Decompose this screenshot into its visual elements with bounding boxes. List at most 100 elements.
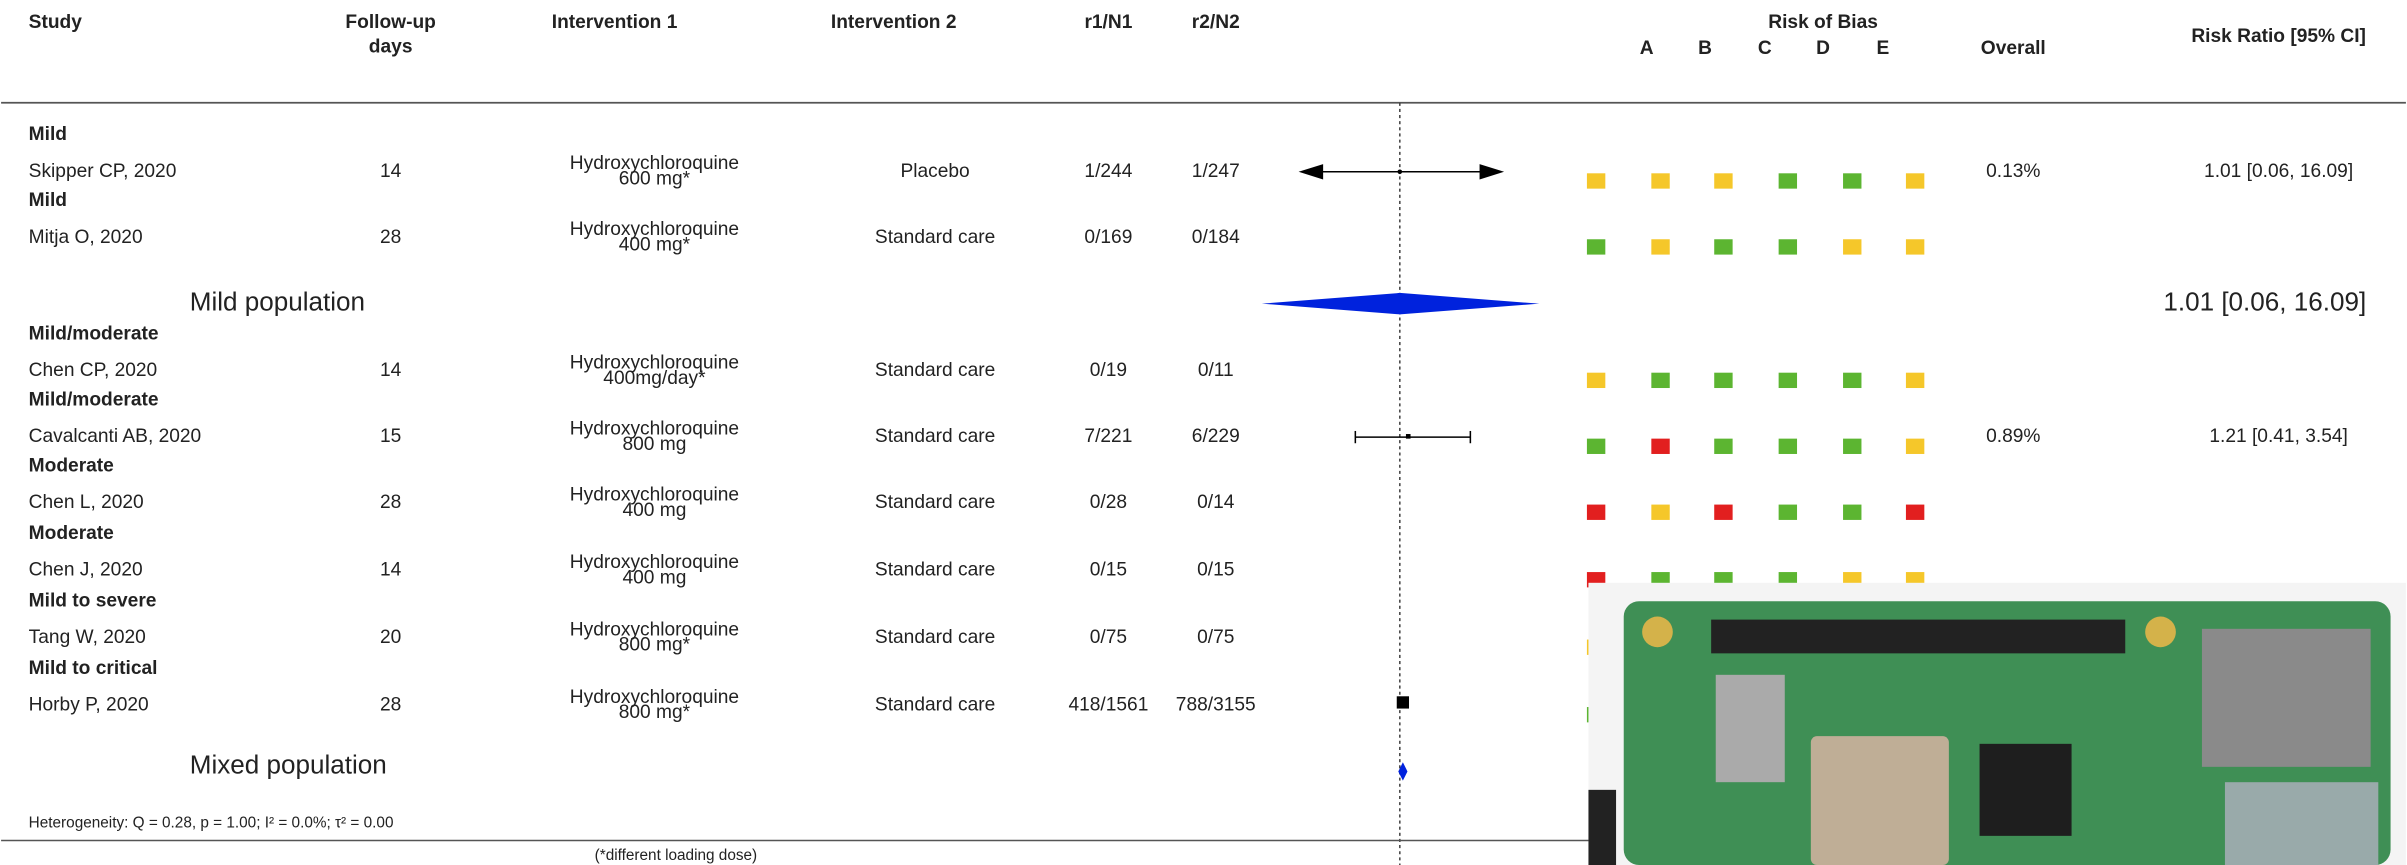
r2n2: 6/229 xyxy=(1192,426,1240,447)
bias-square xyxy=(1651,438,1670,454)
study: Horby P, 2020 xyxy=(29,695,149,716)
bias-square xyxy=(1905,239,1925,255)
bias-square xyxy=(1778,239,1798,255)
bias-square xyxy=(1778,504,1798,520)
intervention1-dose: 800 mg xyxy=(622,434,686,455)
bias-square xyxy=(1843,438,1862,454)
col-followup: days xyxy=(369,37,413,58)
intervention2: Standard care xyxy=(875,426,995,447)
bias-square xyxy=(1905,438,1925,454)
study: Mitja O, 2020 xyxy=(29,227,143,248)
usb xyxy=(2224,782,2379,865)
bias-square xyxy=(1778,372,1798,389)
col-r2: r2/N2 xyxy=(1192,12,1240,33)
connector xyxy=(1715,674,1785,783)
soc xyxy=(1810,736,1949,865)
bias-square xyxy=(1778,173,1798,189)
hole xyxy=(1642,616,1673,648)
r1n1: 0/19 xyxy=(1090,360,1127,381)
forest-marks xyxy=(1261,164,1540,781)
intervention1: Hydroxychloroquine xyxy=(570,353,739,374)
r1n1: 0/28 xyxy=(1090,492,1127,513)
intervention2: Standard care xyxy=(875,695,995,716)
r2n2: 0/14 xyxy=(1197,492,1235,513)
intervention1: Hydroxychloroquine xyxy=(570,484,739,505)
intervention2: Standard care xyxy=(875,560,995,581)
intervention1-dose: 400 mg* xyxy=(619,234,691,255)
group-label: Mild xyxy=(29,190,67,211)
group-label: Moderate xyxy=(29,523,114,544)
subtotal-rr: 1.01 [0.06, 16.09] xyxy=(2163,287,2366,317)
header: Study Follow-up days Intervention 1 Inte… xyxy=(29,12,2366,59)
subtotal-label: Mixed population xyxy=(190,750,387,780)
col-int2: Intervention 2 xyxy=(831,12,957,33)
col-r1: r1/N1 xyxy=(1084,12,1132,33)
group-label: Mild/moderate xyxy=(29,389,159,410)
group-label: Mild xyxy=(29,124,67,145)
bias-square xyxy=(1651,173,1670,189)
days: 15 xyxy=(380,426,401,447)
study: Chen J, 2020 xyxy=(29,560,143,581)
col-rob: Risk of Bias xyxy=(1768,12,1878,33)
bias-square xyxy=(1905,504,1925,520)
edge xyxy=(1588,789,1617,865)
intervention1: Hydroxychloroquine xyxy=(570,418,739,439)
bias-square xyxy=(1586,504,1606,520)
r1n1: 418/1561 xyxy=(1068,695,1148,716)
study: Chen L, 2020 xyxy=(29,492,144,513)
intervention2: Standard care xyxy=(875,492,995,513)
ethernet xyxy=(2201,628,2371,767)
bias-square xyxy=(1586,173,1606,189)
bias-square xyxy=(1843,239,1862,255)
intervention2: Standard care xyxy=(875,227,995,248)
bias-square xyxy=(1714,173,1733,189)
days: 14 xyxy=(380,360,402,381)
study: Tang W, 2020 xyxy=(29,627,146,648)
col-study: Study xyxy=(29,12,83,33)
col-int1: Intervention 1 xyxy=(552,12,678,33)
domain-label: C xyxy=(1758,38,1772,59)
study: Skipper CP, 2020 xyxy=(29,161,177,182)
domain-label: A xyxy=(1640,38,1654,59)
r1n1: 7/221 xyxy=(1084,426,1132,447)
domain-label: B xyxy=(1698,38,1712,59)
intervention1-dose: 800 mg* xyxy=(619,635,691,656)
domain-label: D xyxy=(1816,38,1830,59)
intervention2: Standard care xyxy=(875,627,995,648)
r2n2: 0/75 xyxy=(1197,627,1234,648)
weight: 0.89% xyxy=(1986,426,2040,447)
bias-square xyxy=(1586,438,1606,454)
footnote: (*different loading dose) xyxy=(595,847,757,864)
summary-diamond xyxy=(1261,292,1540,315)
intervention2: Standard care xyxy=(875,360,995,381)
heterogeneity: Heterogeneity: Q = 0.28, p = 1.00; I² = … xyxy=(29,815,394,832)
bias-square xyxy=(1586,239,1606,255)
intervention1-dose: 600 mg* xyxy=(619,169,691,190)
r2n2: 0/11 xyxy=(1198,360,1234,381)
bias-square xyxy=(1651,372,1670,389)
risk-ratio: 1.21 [0.41, 3.54] xyxy=(2209,426,2347,447)
study: Chen CP, 2020 xyxy=(29,360,158,381)
intervention1-dose: 800 mg* xyxy=(619,702,691,723)
r2n2: 0/184 xyxy=(1192,227,1240,248)
bias-square xyxy=(1586,372,1606,389)
days: 14 xyxy=(380,161,402,182)
days: 14 xyxy=(380,560,402,581)
group-label: Moderate xyxy=(29,455,114,476)
risk-ratio: 1.01 [0.06, 16.09] xyxy=(2204,161,2353,182)
bias-square xyxy=(1843,372,1862,389)
study: Cavalcanti AB, 2020 xyxy=(29,426,202,447)
ram xyxy=(1979,743,2072,836)
group-label: Mild/moderate xyxy=(29,323,159,344)
intervention1: Hydroxychloroquine xyxy=(570,687,739,708)
bias-square xyxy=(1651,504,1670,520)
bias-square xyxy=(1843,173,1862,189)
col-overall: Overall xyxy=(1981,38,2046,59)
summary-diamond xyxy=(1398,762,1408,781)
days: 28 xyxy=(380,227,401,248)
point xyxy=(1397,169,1403,175)
point xyxy=(1405,434,1411,439)
intervention1: Hydroxychloroquine xyxy=(570,153,739,174)
r2n2: 788/3155 xyxy=(1176,695,1256,716)
